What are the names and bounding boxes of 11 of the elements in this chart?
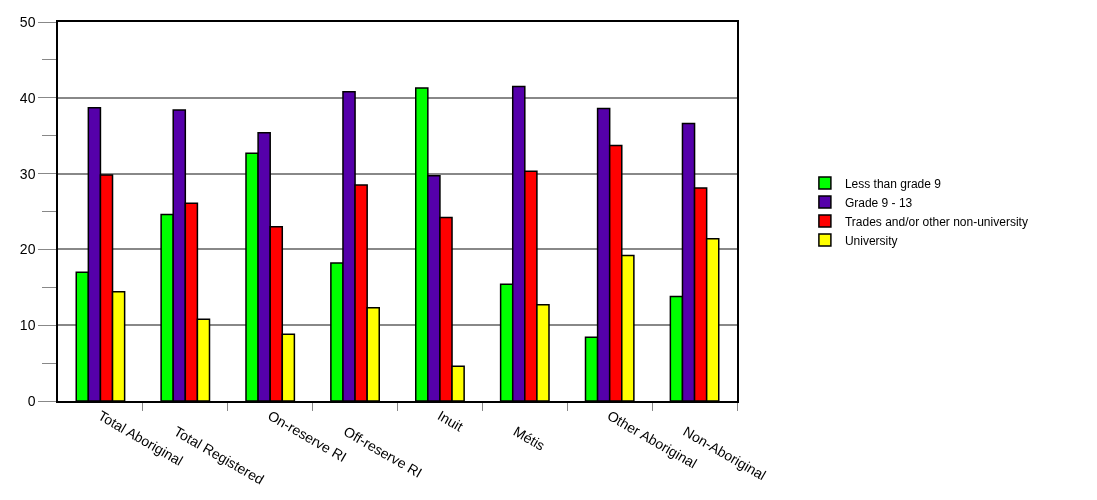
y-tick-label: 0: [27, 392, 36, 409]
y-tick-label: 50: [19, 13, 36, 30]
y-tick-label: 20: [19, 241, 36, 258]
legend-label: Trades and/or other non-university: [844, 214, 1028, 229]
y-tick-label: 10: [19, 317, 36, 334]
y-tick-label: 40: [19, 89, 36, 106]
legend-label: Grade 9 - 13: [844, 195, 913, 210]
legend-label: Less than grade 9: [844, 176, 942, 191]
legend-label: University: [844, 233, 898, 248]
y-tick-label: 30: [19, 165, 36, 182]
x-tick-label: Inuit: [434, 407, 466, 435]
